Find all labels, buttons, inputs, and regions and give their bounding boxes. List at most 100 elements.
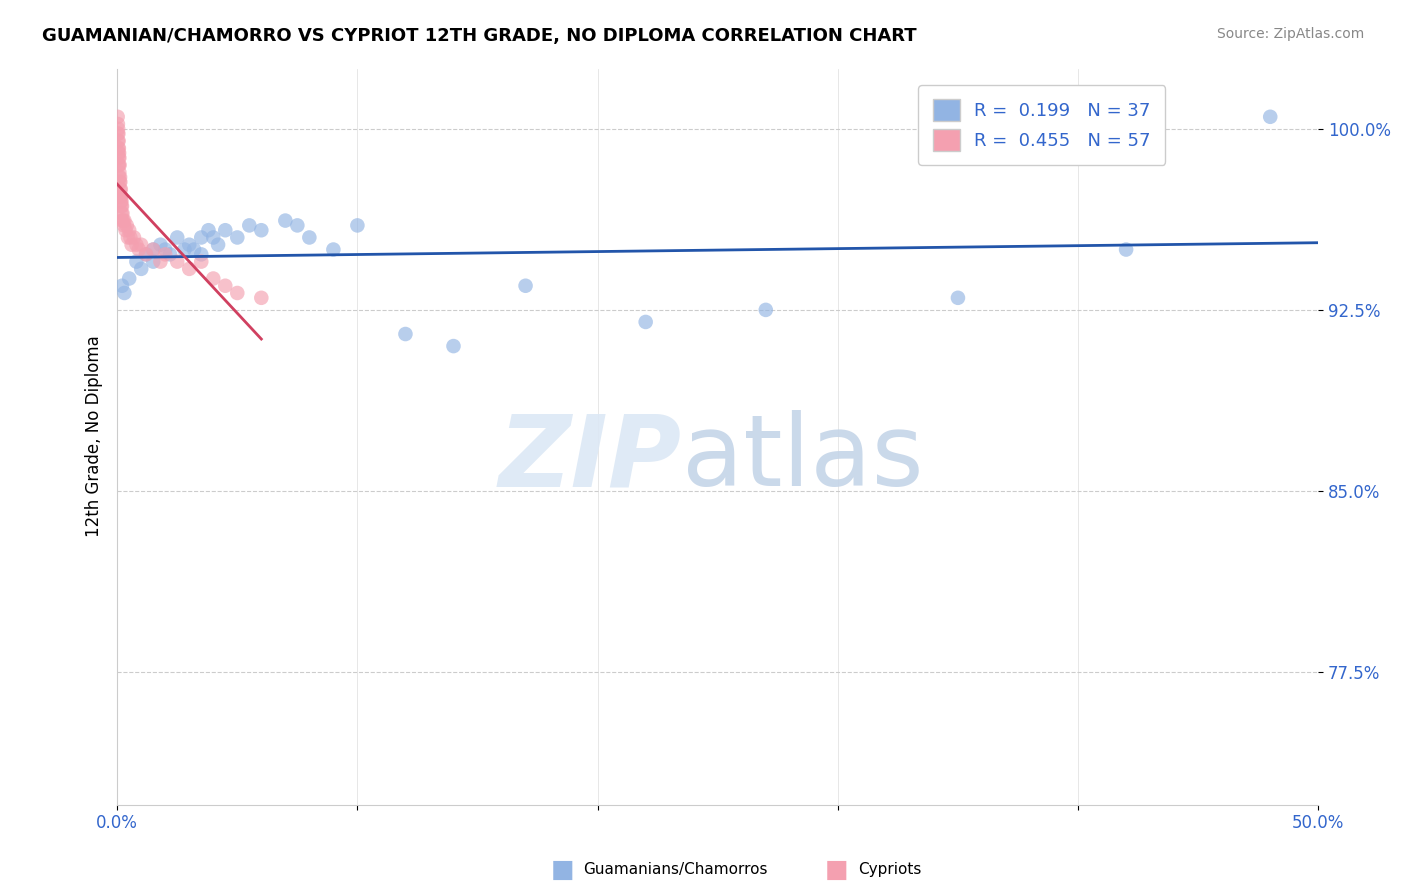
Point	[155, 247, 177, 261]
Text: ■: ■	[825, 858, 848, 881]
Point	[142, 243, 165, 257]
Point	[121, 237, 143, 252]
Point	[117, 230, 139, 244]
Point	[107, 117, 129, 131]
Text: GUAMANIAN/CHAMORRO VS CYPRIOT 12TH GRADE, NO DIPLOMA CORRELATION CHART: GUAMANIAN/CHAMORRO VS CYPRIOT 12TH GRADE…	[42, 27, 917, 45]
Point	[346, 219, 368, 233]
Point	[135, 247, 157, 261]
Point	[179, 237, 201, 252]
Point	[108, 189, 131, 203]
Point	[179, 261, 201, 276]
Point	[207, 237, 229, 252]
Y-axis label: 12th Grade, No Diploma: 12th Grade, No Diploma	[86, 335, 103, 538]
Point	[142, 254, 165, 268]
Point	[112, 213, 135, 227]
Point	[202, 230, 225, 244]
Point	[108, 170, 131, 185]
Point	[108, 182, 131, 196]
Point	[110, 194, 132, 209]
Point	[125, 237, 148, 252]
Point	[112, 213, 135, 227]
Point	[108, 158, 131, 172]
Point	[142, 243, 165, 257]
Point	[108, 175, 131, 189]
Point	[111, 213, 134, 227]
Point	[108, 158, 131, 172]
Point	[1258, 110, 1281, 124]
Point	[110, 194, 132, 209]
Point	[190, 230, 212, 244]
Point	[108, 151, 131, 165]
Text: Guamanians/Chamorros: Guamanians/Chamorros	[583, 863, 768, 877]
Point	[183, 243, 205, 257]
Point	[149, 237, 172, 252]
Point	[108, 170, 131, 185]
Point	[755, 302, 778, 317]
Text: ZIP: ZIP	[499, 410, 682, 508]
Point	[226, 230, 249, 244]
Point	[129, 261, 152, 276]
Point	[250, 291, 273, 305]
Point	[110, 189, 132, 203]
Point	[120, 230, 142, 244]
Point	[135, 247, 157, 261]
Point	[155, 243, 177, 257]
Point	[322, 243, 344, 257]
Point	[173, 243, 195, 257]
Point	[112, 285, 135, 300]
Text: ■: ■	[551, 858, 574, 881]
Point	[128, 243, 150, 257]
Point	[149, 254, 172, 268]
Point	[107, 110, 129, 124]
Point	[166, 254, 188, 268]
Point	[214, 278, 236, 293]
Point	[110, 199, 132, 213]
Point	[202, 271, 225, 285]
Point	[108, 146, 131, 161]
Point	[1115, 243, 1137, 257]
Point	[634, 315, 657, 329]
Point	[190, 247, 212, 261]
Point	[118, 223, 141, 237]
Point	[159, 247, 181, 261]
Point	[107, 151, 129, 165]
Point	[214, 223, 236, 237]
Point	[111, 206, 134, 220]
Point	[122, 230, 145, 244]
Point	[111, 199, 134, 213]
Legend: R =  0.199   N = 37, R =  0.455   N = 57: R = 0.199 N = 37, R = 0.455 N = 57	[918, 85, 1166, 165]
Point	[107, 146, 129, 161]
Point	[107, 134, 129, 148]
Point	[226, 285, 249, 300]
Point	[129, 237, 152, 252]
Point	[107, 134, 129, 148]
Point	[110, 206, 132, 220]
Point	[166, 230, 188, 244]
Point	[250, 223, 273, 237]
Point	[107, 141, 129, 155]
Point	[238, 219, 260, 233]
Point	[946, 291, 969, 305]
Point	[298, 230, 321, 244]
Point	[107, 158, 129, 172]
Point	[108, 141, 131, 155]
Point	[107, 127, 129, 141]
Point	[274, 213, 297, 227]
Point	[110, 182, 132, 196]
Point	[197, 223, 219, 237]
Point	[125, 254, 148, 268]
Point	[115, 219, 138, 233]
Text: Source: ZipAtlas.com: Source: ZipAtlas.com	[1216, 27, 1364, 41]
Point	[111, 278, 134, 293]
Point	[118, 271, 141, 285]
Point	[114, 223, 136, 237]
Point	[394, 326, 416, 341]
Point	[443, 339, 465, 353]
Point	[190, 254, 212, 268]
Point	[110, 189, 132, 203]
Text: atlas: atlas	[682, 410, 924, 508]
Point	[285, 219, 308, 233]
Point	[107, 127, 129, 141]
Point	[112, 219, 135, 233]
Point	[515, 278, 537, 293]
